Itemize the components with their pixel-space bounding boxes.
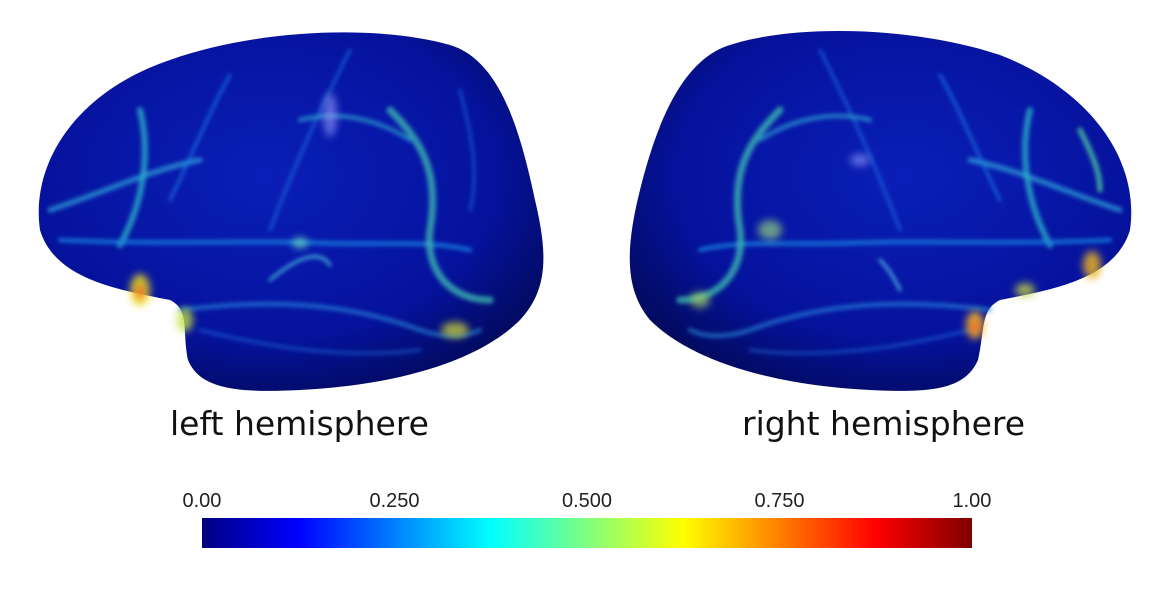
- colorbar-tick-label: 0.500: [562, 490, 613, 512]
- colorbar-tick-label: 0.00: [182, 490, 222, 512]
- right-hemisphere-caption: right hemisphere: [742, 404, 1026, 443]
- right-hemisphere-surface: [629, 31, 1132, 391]
- colorbar: 0.00 0.250 0.500 0.750 1.00: [0, 480, 1174, 560]
- colorbar-tick-label: 0.250: [369, 490, 420, 512]
- brain-surface-render: [38, 31, 1132, 391]
- left-hemisphere-caption: left hemisphere: [170, 404, 429, 443]
- colorbar-gradient: [202, 518, 972, 548]
- right-hemisphere: [629, 31, 1132, 391]
- colorbar-tick-label: 1.00: [952, 490, 992, 512]
- left-hemisphere-surface: [38, 32, 544, 391]
- colorbar-tick-label: 0.750: [754, 490, 805, 512]
- left-hemisphere: [38, 32, 544, 391]
